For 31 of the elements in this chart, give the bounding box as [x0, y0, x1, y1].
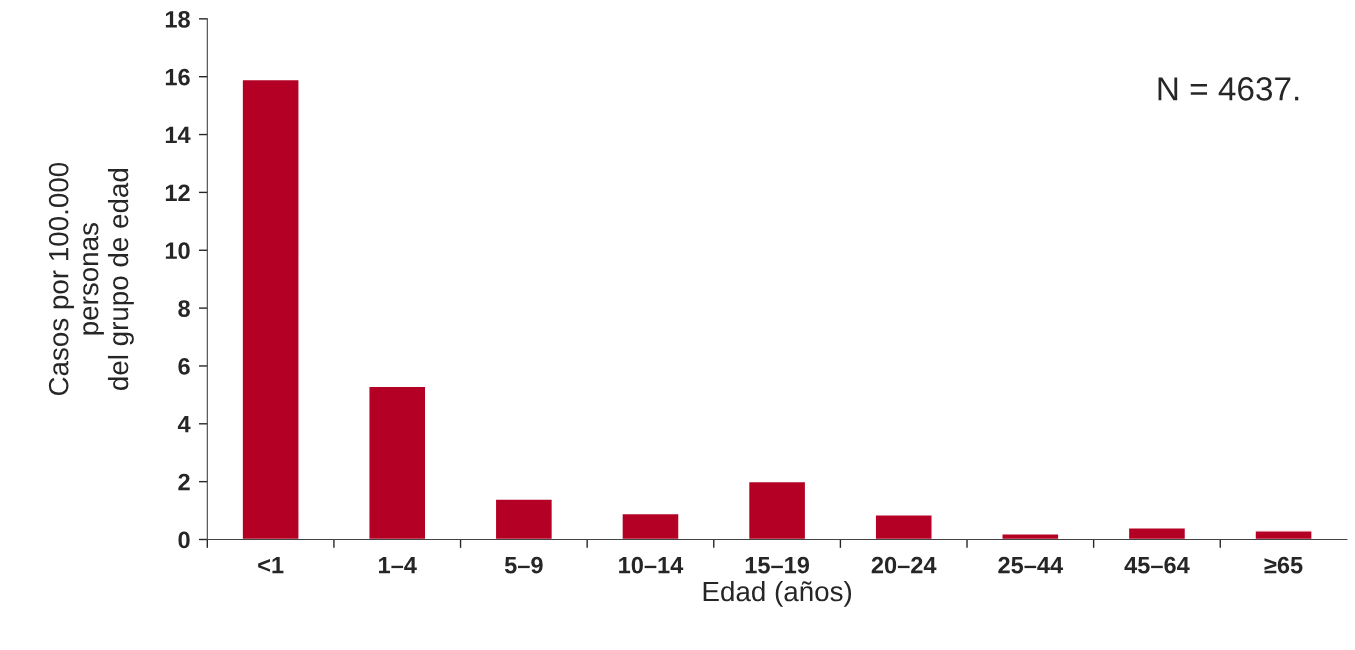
- bar: [1001, 533, 1060, 540]
- bar: [368, 385, 427, 540]
- y-tick-label: 8: [178, 300, 190, 317]
- bar: [621, 512, 680, 540]
- y-tick-label: 14: [165, 126, 191, 144]
- bar: [874, 514, 933, 540]
- x-tick-label: 20–24: [871, 556, 937, 574]
- x-tick-label: 45–64: [1124, 556, 1190, 574]
- y-tick-label: 12: [165, 184, 190, 201]
- x-tick-label: 1–4: [379, 557, 417, 574]
- bar: [1254, 530, 1313, 540]
- bar: [241, 78, 300, 540]
- x-tick-label: <1: [258, 557, 284, 574]
- y-axis-title: Casos por 100.000 personas del grupo de edad: [48, 162, 134, 396]
- bar: [1127, 527, 1187, 540]
- x-tick-label: ≥65: [1264, 556, 1303, 574]
- y-tick-label: 16: [165, 68, 190, 86]
- x-tick-label: 10–14: [619, 556, 684, 574]
- bar: [747, 480, 807, 540]
- x-axis-title: Edad (años): [703, 580, 852, 607]
- x-tick-label: 15–19: [745, 556, 810, 574]
- y-tick-label: 18: [165, 10, 190, 28]
- y-tick-label: 0: [178, 531, 190, 549]
- x-tick-label: 5–9: [504, 556, 543, 574]
- y-tick-label: 6: [178, 358, 190, 375]
- y-tick-label: 10: [165, 242, 190, 260]
- bar: [494, 498, 554, 540]
- y-tick-label: 2: [178, 473, 190, 491]
- y-tick-label: 4: [177, 416, 191, 433]
- x-tick-label: 25–44: [998, 556, 1064, 574]
- annotation: N = 4637.: [1158, 77, 1299, 101]
